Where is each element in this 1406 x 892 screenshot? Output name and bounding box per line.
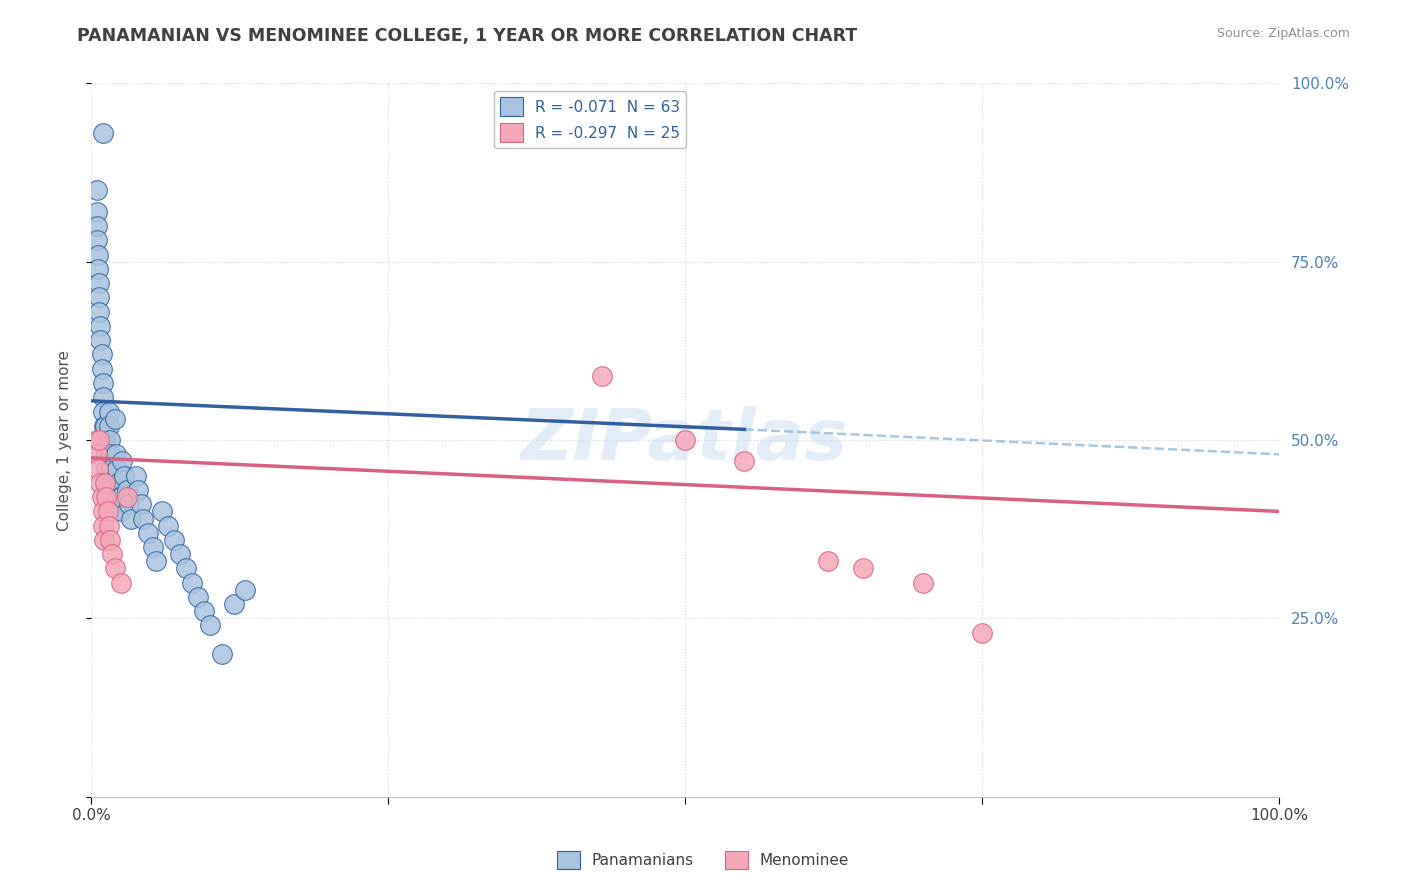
Point <box>97 504 120 518</box>
Point <box>96 447 118 461</box>
Point <box>86 219 108 233</box>
Point <box>852 561 875 575</box>
Point <box>911 575 934 590</box>
Point <box>180 575 202 590</box>
Point <box>86 204 108 219</box>
Point <box>98 433 121 447</box>
Point <box>94 418 117 433</box>
Point <box>91 504 114 518</box>
Point <box>111 454 134 468</box>
Point <box>169 547 191 561</box>
Point <box>96 490 118 504</box>
Point <box>107 475 129 490</box>
Point <box>87 247 110 261</box>
Point <box>127 483 149 497</box>
Point <box>104 561 127 575</box>
Point <box>157 518 180 533</box>
Y-axis label: College, 1 year or more: College, 1 year or more <box>58 350 72 531</box>
Point <box>87 461 110 475</box>
Point <box>150 504 173 518</box>
Point <box>93 433 115 447</box>
Point <box>91 404 114 418</box>
Point <box>104 411 127 425</box>
Point <box>86 183 108 197</box>
Point <box>89 318 111 333</box>
Point <box>120 511 142 525</box>
Point <box>91 390 114 404</box>
Point <box>104 447 127 461</box>
Point <box>103 504 125 518</box>
Point <box>89 475 111 490</box>
Point <box>91 376 114 390</box>
Point <box>101 490 124 504</box>
Point <box>96 461 118 475</box>
Point <box>110 575 132 590</box>
Point <box>86 433 108 447</box>
Legend: Panamanians, Menominee: Panamanians, Menominee <box>551 845 855 875</box>
Point <box>187 590 209 604</box>
Point <box>142 540 165 554</box>
Point <box>90 361 112 376</box>
Point <box>100 461 122 475</box>
Point <box>112 468 135 483</box>
Point <box>108 490 131 504</box>
Point <box>110 504 132 518</box>
Point <box>89 304 111 318</box>
Point <box>673 433 696 447</box>
Point <box>98 447 121 461</box>
Point <box>193 604 215 618</box>
Point <box>97 518 120 533</box>
Point <box>136 525 159 540</box>
Point <box>110 490 132 504</box>
Point <box>222 597 245 611</box>
Point <box>91 518 114 533</box>
Point <box>89 333 111 347</box>
Point <box>101 547 124 561</box>
Point <box>125 468 148 483</box>
Point <box>145 554 167 568</box>
Point <box>97 418 120 433</box>
Point <box>118 497 141 511</box>
Point <box>105 461 128 475</box>
Point <box>132 511 155 525</box>
Point <box>115 490 138 504</box>
Point <box>93 533 115 547</box>
Point <box>211 647 233 661</box>
Point <box>970 625 993 640</box>
Text: PANAMANIAN VS MENOMINEE COLLEGE, 1 YEAR OR MORE CORRELATION CHART: PANAMANIAN VS MENOMINEE COLLEGE, 1 YEAR … <box>77 27 858 45</box>
Point <box>89 290 111 304</box>
Point <box>87 261 110 276</box>
Point <box>97 475 120 490</box>
Text: ZIPatlas: ZIPatlas <box>522 406 849 475</box>
Point <box>235 582 257 597</box>
Point <box>86 233 108 247</box>
Point <box>89 433 111 447</box>
Point <box>174 561 197 575</box>
Point <box>86 447 108 461</box>
Point <box>89 276 111 290</box>
Point <box>115 483 138 497</box>
Point <box>97 404 120 418</box>
Point <box>733 454 755 468</box>
Point <box>198 618 221 632</box>
Point <box>98 533 121 547</box>
Point <box>101 475 124 490</box>
Point <box>93 418 115 433</box>
Point <box>163 533 186 547</box>
Point <box>94 475 117 490</box>
Point <box>91 127 114 141</box>
Text: Source: ZipAtlas.com: Source: ZipAtlas.com <box>1216 27 1350 40</box>
Point <box>129 497 152 511</box>
Point <box>94 433 117 447</box>
Point <box>591 368 613 383</box>
Legend: R = -0.071  N = 63, R = -0.297  N = 25: R = -0.071 N = 63, R = -0.297 N = 25 <box>494 91 686 148</box>
Point <box>817 554 839 568</box>
Point <box>90 490 112 504</box>
Point <box>90 347 112 361</box>
